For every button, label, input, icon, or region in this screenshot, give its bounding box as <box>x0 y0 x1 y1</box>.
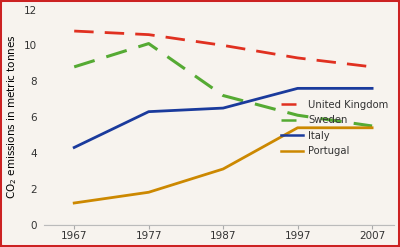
Line: Italy: Italy <box>74 88 372 147</box>
United Kingdom <box>72 30 77 33</box>
Portugal <box>370 126 374 129</box>
Portugal <box>295 126 300 129</box>
Italy <box>370 87 374 90</box>
Portugal <box>72 202 77 205</box>
Italy <box>146 110 151 113</box>
Legend: United Kingdom, Sweden, Italy, Portugal: United Kingdom, Sweden, Italy, Portugal <box>277 96 392 160</box>
United Kingdom <box>221 44 226 47</box>
Sweden <box>146 42 151 45</box>
Italy <box>295 87 300 90</box>
Portugal <box>221 167 226 170</box>
Portugal <box>146 191 151 194</box>
Italy <box>72 146 77 149</box>
Sweden <box>370 124 374 127</box>
Sweden <box>72 65 77 68</box>
United Kingdom <box>370 65 374 68</box>
United Kingdom <box>295 56 300 59</box>
Line: Sweden: Sweden <box>74 43 372 126</box>
United Kingdom <box>146 33 151 36</box>
Sweden <box>295 114 300 117</box>
Italy <box>221 107 226 110</box>
Y-axis label: CO$_2$ emissions in metric tonnes: CO$_2$ emissions in metric tonnes <box>6 35 19 199</box>
Line: United Kingdom: United Kingdom <box>74 31 372 67</box>
Sweden <box>221 94 226 97</box>
Line: Portugal: Portugal <box>74 128 372 203</box>
